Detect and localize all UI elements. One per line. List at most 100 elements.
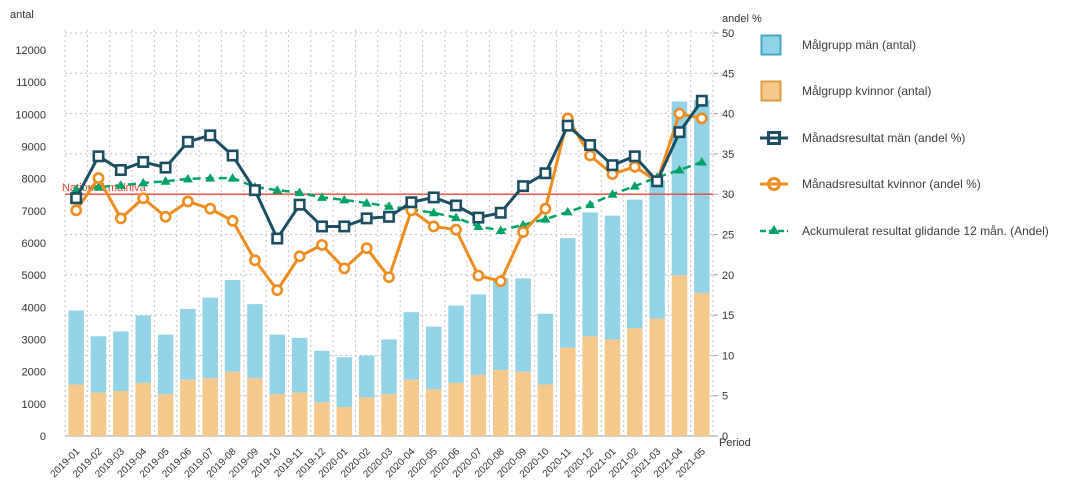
bar-men-2021-01[interactable] [604, 215, 621, 340]
marker-triangle-2020-10[interactable] [540, 214, 551, 223]
marker-square-2020-08[interactable] [494, 206, 507, 219]
marker-square-2019-10[interactable] [271, 232, 284, 245]
marker-square-2019-03[interactable] [114, 164, 127, 177]
marker-triangle-2019-03[interactable] [115, 180, 126, 189]
marker-square-2019-05[interactable] [159, 161, 172, 174]
marker-circle-2019-03[interactable] [114, 212, 127, 225]
bar-men-2019-11[interactable] [291, 337, 308, 393]
bar-women-2020-05[interactable] [425, 389, 442, 436]
marker-circle-2019-01[interactable] [70, 204, 83, 217]
bar-women-2020-11[interactable] [560, 347, 576, 436]
bar-women-2019-08[interactable] [224, 371, 241, 436]
bar-men-2020-06[interactable] [448, 305, 464, 383]
marker-square-2020-05[interactable] [427, 191, 440, 204]
marker-triangle-2019-05[interactable] [160, 176, 171, 185]
marker-triangle-2019-08[interactable] [227, 173, 238, 182]
marker-triangle-2020-03[interactable] [384, 201, 394, 210]
marker-square-2020-02[interactable] [360, 212, 373, 225]
legend-item-malgrupp-kvinnor[interactable]: Målgrupp kvinnor (antal) [760, 78, 931, 104]
marker-circle-2019-12[interactable] [316, 239, 328, 251]
bar-men-2019-12[interactable] [314, 350, 330, 403]
marker-square-2021-01[interactable] [606, 159, 619, 172]
bar-men-2021-04[interactable] [671, 101, 688, 276]
marker-circle-2019-10[interactable] [271, 284, 284, 297]
marker-triangle-2019-07[interactable] [205, 173, 216, 182]
legend-item-ackumulerat[interactable]: Ackumulerat resultat glidande 12 mån. (A… [760, 218, 1049, 244]
bar-women-2021-01[interactable] [604, 339, 621, 437]
marker-circle-2019-07[interactable] [204, 202, 217, 215]
bar-men-2019-01[interactable] [68, 310, 84, 385]
marker-circle-2019-04[interactable] [137, 192, 150, 205]
marker-circle-2020-05[interactable] [427, 220, 440, 233]
marker-triangle-2019-04[interactable] [138, 177, 149, 187]
bar-women-2020-02[interactable] [358, 397, 375, 436]
marker-triangle-2020-01[interactable] [339, 194, 350, 204]
marker-triangle-2020-05[interactable] [428, 207, 439, 217]
bar-women-2019-05[interactable] [157, 394, 174, 436]
bar-men-2020-08[interactable] [492, 278, 509, 371]
marker-circle-2021-02[interactable] [628, 160, 641, 173]
marker-circle-2019-05[interactable] [159, 210, 172, 223]
marker-square-2019-11[interactable] [293, 198, 306, 211]
bar-women-2021-02[interactable] [627, 328, 643, 436]
bar-women-2019-07[interactable] [202, 378, 218, 436]
marker-circle-2020-08[interactable] [494, 275, 507, 288]
marker-square-2020-01[interactable] [338, 220, 351, 233]
bar-women-2020-04[interactable] [403, 379, 420, 436]
marker-circle-2020-10[interactable] [539, 202, 552, 215]
marker-square-2020-04[interactable] [405, 196, 418, 209]
marker-square-2019-07[interactable] [204, 129, 217, 142]
bar-women-2020-10[interactable] [537, 384, 554, 436]
bar-women-2020-07[interactable] [470, 374, 487, 436]
marker-square-2021-03[interactable] [651, 175, 664, 188]
bar-women-2019-01[interactable] [68, 384, 84, 436]
bar-men-2020-07[interactable] [470, 294, 487, 375]
marker-square-2020-12[interactable] [584, 139, 597, 152]
bar-women-2021-03[interactable] [649, 318, 665, 436]
bar-men-2020-03[interactable] [381, 339, 397, 395]
bar-women-2019-03[interactable] [113, 390, 129, 436]
marker-circle-2019-02[interactable] [92, 172, 105, 184]
marker-triangle-2020-09[interactable] [518, 219, 529, 229]
marker-triangle-2021-01[interactable] [607, 189, 618, 198]
marker-triangle-2019-02[interactable] [93, 181, 104, 191]
bar-men-2020-02[interactable] [358, 355, 375, 398]
bar-women-2019-12[interactable] [314, 402, 330, 436]
bar-men-2019-07[interactable] [202, 297, 218, 379]
bar-men-2020-10[interactable] [537, 313, 554, 385]
bar-women-2020-01[interactable] [336, 407, 353, 436]
bar-men-2019-06[interactable] [180, 308, 196, 380]
marker-square-2019-01[interactable] [70, 192, 83, 205]
marker-triangle-2020-06[interactable] [451, 212, 462, 222]
bar-men-2020-09[interactable] [515, 278, 531, 372]
bar-women-2020-09[interactable] [515, 371, 531, 436]
marker-square-2019-04[interactable] [137, 155, 150, 168]
marker-circle-2020-01[interactable] [338, 262, 351, 275]
bar-men-2019-09[interactable] [247, 304, 263, 379]
bar-women-2019-09[interactable] [247, 378, 263, 436]
marker-circle-2020-06[interactable] [450, 223, 462, 236]
marker-triangle-2020-02[interactable] [361, 198, 372, 207]
bar-men-2020-01[interactable] [336, 357, 353, 408]
bar-women-2019-10[interactable] [269, 394, 286, 436]
marker-square-2020-09[interactable] [517, 180, 530, 193]
bar-women-2021-05[interactable] [694, 292, 710, 436]
marker-square-2021-05[interactable] [695, 94, 708, 107]
marker-circle-2019-11[interactable] [293, 250, 306, 263]
marker-triangle-2019-10[interactable] [272, 185, 283, 194]
marker-square-2019-08[interactable] [226, 149, 239, 162]
bar-men-2020-12[interactable] [582, 212, 598, 337]
bar-women-2020-06[interactable] [448, 382, 464, 436]
bar-men-2019-10[interactable] [269, 334, 286, 395]
bar-men-2020-04[interactable] [403, 312, 420, 380]
bar-women-2019-11[interactable] [291, 392, 308, 436]
marker-triangle-2021-05[interactable] [696, 156, 707, 166]
marker-triangle-2019-11[interactable] [294, 187, 305, 197]
bar-men-2021-05[interactable] [694, 99, 710, 293]
marker-circle-2020-12[interactable] [584, 149, 597, 162]
marker-triangle-2020-12[interactable] [585, 199, 596, 209]
marker-square-2019-06[interactable] [181, 135, 194, 148]
bar-men-2020-11[interactable] [560, 238, 576, 348]
legend-item-malgrupp-man[interactable]: Målgrupp män (antal) [760, 32, 916, 58]
marker-circle-2021-04[interactable] [673, 107, 686, 120]
